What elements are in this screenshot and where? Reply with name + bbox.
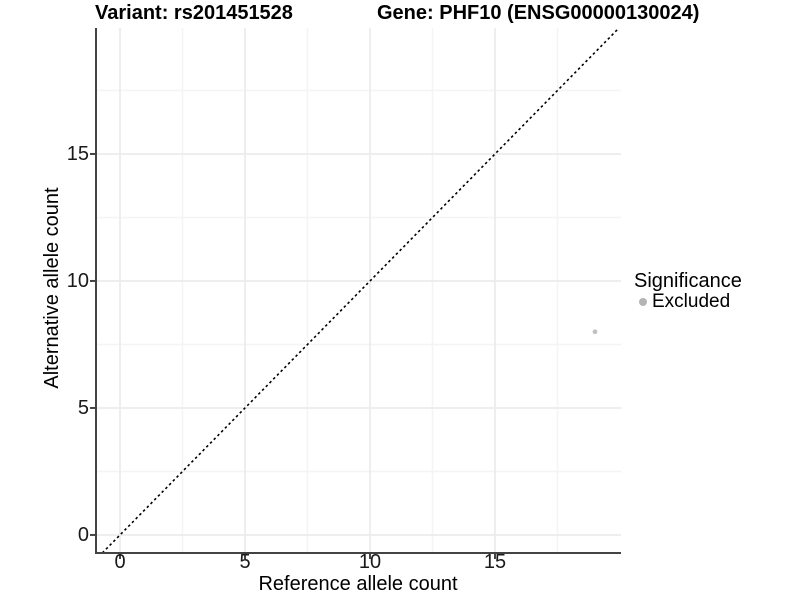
plot-title-variant: Variant: rs201451528 bbox=[95, 2, 293, 24]
y-tick-label: 10 bbox=[66, 269, 89, 292]
legend-point-icon bbox=[639, 297, 647, 306]
x-tick-label: 0 bbox=[114, 551, 126, 573]
x-axis-title: Reference allele count bbox=[258, 573, 458, 595]
legend-title: Significance bbox=[634, 270, 742, 292]
x-tick-label: 5 bbox=[239, 551, 251, 573]
legend: Significance Excluded bbox=[634, 271, 742, 312]
plot-title-gene: Gene: PHF10 (ENSG00000130024) bbox=[377, 2, 700, 24]
y-tick-label: 5 bbox=[77, 396, 89, 419]
legend-item-label: Excluded bbox=[652, 291, 731, 312]
data-point bbox=[592, 329, 598, 335]
identity-dashed-line bbox=[101, 27, 620, 554]
y-tick-label: 15 bbox=[66, 142, 89, 165]
legend-item-excluded: Excluded bbox=[634, 291, 742, 312]
x-tick-label: 10 bbox=[358, 551, 382, 573]
y-tick-label: 0 bbox=[77, 523, 89, 546]
x-tick-label: 15 bbox=[483, 551, 507, 573]
